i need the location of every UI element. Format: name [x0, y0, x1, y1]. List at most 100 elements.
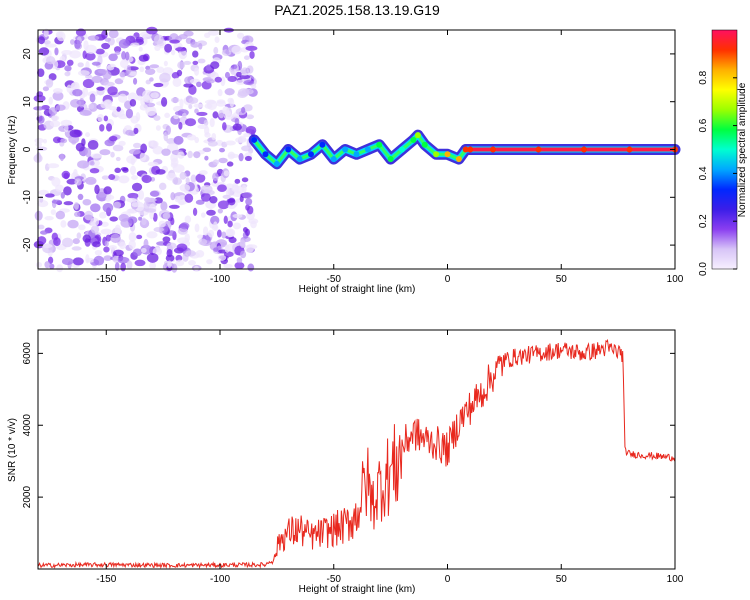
spectrogram-y-tick-label: -10 — [22, 190, 33, 205]
noise-speckle — [60, 192, 65, 199]
noise-speckle — [164, 112, 171, 118]
snr-x-label: Height of straight line (km) — [299, 584, 416, 595]
ridge-point — [262, 151, 269, 158]
noise-speckle — [243, 104, 253, 112]
noise-speckle — [200, 192, 211, 202]
noise-speckle — [202, 147, 212, 153]
noise-speckle — [225, 140, 236, 146]
snr-x-tick-label: 50 — [556, 574, 568, 585]
noise-speckle — [90, 217, 100, 227]
ridge-point — [462, 146, 469, 153]
noise-speckle — [251, 84, 257, 89]
noise-speckle — [207, 229, 215, 238]
noise-speckle — [108, 29, 119, 39]
noise-speckle — [225, 186, 230, 197]
noise-speckle — [240, 67, 249, 76]
noise-speckle — [192, 207, 198, 217]
ridge-point — [414, 132, 421, 139]
snr-y-tick-label: 6000 — [22, 342, 33, 365]
noise-speckle — [153, 82, 164, 88]
snr-x-tick-label: 0 — [445, 574, 451, 585]
noise-speckle — [177, 151, 185, 159]
noise-speckle — [194, 67, 200, 76]
noise-speckle — [138, 54, 149, 62]
noise-speckle — [200, 184, 213, 194]
noise-speckle — [153, 34, 164, 45]
noise-speckle — [103, 186, 112, 195]
noise-speckle — [128, 71, 138, 77]
noise-speckle — [90, 203, 101, 213]
noise-speckle — [184, 233, 190, 242]
noise-speckle — [126, 155, 137, 164]
noise-speckle — [243, 80, 255, 86]
noise-speckle — [205, 79, 215, 84]
noise-speckle — [104, 240, 109, 247]
noise-speckle — [173, 114, 180, 120]
noise-speckle — [227, 204, 236, 210]
noise-speckle — [87, 35, 100, 41]
ridge-point — [433, 151, 440, 158]
noise-speckle — [125, 108, 134, 119]
noise-speckle — [140, 247, 147, 254]
noise-speckle — [118, 93, 128, 103]
noise-speckle — [171, 72, 180, 79]
noise-speckle — [113, 46, 122, 53]
noise-speckle — [231, 45, 242, 55]
noise-speckle — [85, 132, 91, 138]
noise-speckle — [118, 39, 130, 49]
noise-speckle — [77, 193, 84, 201]
noise-speckle — [232, 123, 242, 131]
noise-speckle — [60, 119, 73, 127]
noise-speckle — [236, 257, 243, 264]
noise-speckle — [126, 64, 131, 75]
noise-speckle — [52, 91, 64, 101]
noise-speckle — [100, 228, 113, 235]
noise-speckle — [231, 184, 240, 193]
noise-speckle — [118, 213, 129, 222]
noise-speckle — [175, 259, 185, 267]
noise-speckle — [213, 46, 219, 55]
noise-speckle — [226, 161, 234, 167]
noise-speckle — [218, 157, 228, 164]
noise-speckle — [110, 233, 121, 243]
noise-speckle — [40, 230, 48, 235]
noise-speckle — [170, 192, 176, 201]
noise-speckle — [84, 210, 94, 221]
noise-speckle — [100, 221, 109, 227]
noise-speckle — [42, 243, 53, 248]
noise-speckle — [176, 243, 188, 252]
noise-speckle — [178, 200, 185, 206]
noise-speckle — [72, 88, 83, 97]
noise-speckle — [108, 106, 117, 111]
noise-speckle — [204, 32, 211, 39]
noise-speckle — [224, 244, 230, 253]
colorbar: 0.0 0.2 0.4 0.6 0.8 Normalized spectral ampl… — [698, 29, 748, 276]
noise-speckle — [170, 217, 175, 226]
noise-speckle — [35, 110, 42, 117]
colorbar-ticks: 0.0 0.2 0.4 0.6 0.8 — [698, 70, 737, 276]
noise-speckle — [135, 234, 143, 240]
noise-speckle — [167, 260, 172, 268]
noise-speckle — [153, 115, 161, 121]
noise-speckle — [131, 175, 138, 180]
noise-speckle — [89, 168, 100, 174]
noise-speckle — [240, 250, 247, 259]
spectrogram-x-tick-label: 0 — [445, 274, 451, 285]
noise-speckle — [90, 153, 103, 159]
noise-speckle — [127, 92, 138, 102]
noise-speckle — [49, 263, 55, 269]
noise-speckle — [193, 103, 204, 108]
noise-speckle — [74, 178, 82, 186]
noise-speckle — [178, 49, 188, 60]
noise-speckle — [193, 151, 201, 159]
noise-speckle — [160, 97, 168, 107]
noise-speckle — [61, 170, 71, 179]
noise-speckle — [223, 113, 234, 120]
noise-speckle — [61, 257, 74, 266]
noise-speckle — [217, 254, 227, 261]
noise-speckle — [165, 125, 171, 135]
noise-speckle — [104, 37, 111, 42]
noise-speckle — [232, 222, 241, 230]
noise-speckle — [247, 263, 255, 272]
noise-speckle — [160, 201, 168, 211]
